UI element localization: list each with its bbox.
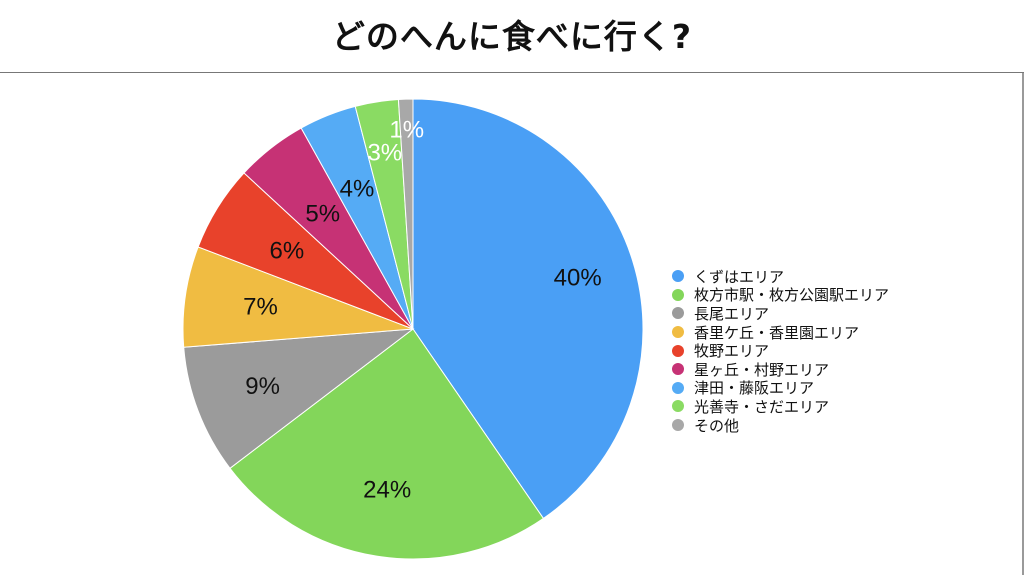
pie-slices (182, 98, 644, 560)
legend-item: 星ヶ丘・村野エリア (672, 360, 889, 379)
legend-swatch (672, 419, 684, 432)
slice-value-label: 40% (554, 264, 602, 291)
legend-swatch (672, 326, 684, 339)
slice-value-label: 1% (389, 117, 424, 144)
legend-label: 星ヶ丘・村野エリア (694, 360, 830, 379)
legend-label: 牧野エリア (694, 342, 770, 361)
slice-value-label: 3% (367, 140, 402, 167)
legend-item: 牧野エリア (672, 341, 889, 360)
legend-label: くずはエリア (694, 267, 785, 286)
slice-value-label: 24% (363, 477, 411, 504)
legend-item: 長尾エリア (672, 304, 889, 323)
pie-slice (182, 246, 414, 348)
legend-label: その他 (694, 416, 740, 435)
legend-swatch (672, 288, 684, 301)
legend-item: 津田・藤阪エリア (672, 379, 889, 398)
legend-swatch (672, 270, 684, 283)
legend-swatch (672, 307, 684, 320)
pie-labels: 40% 24% 9% 7% 6%5%4% 3%1% (243, 117, 602, 504)
slice-value-label: 5% (305, 201, 340, 228)
legend-item: 枚方市駅・枚方公園駅エリア (672, 286, 890, 305)
slice-value-label: 9% (245, 373, 280, 400)
legend-item: その他 (672, 416, 889, 435)
legend-item: 光善寺・さだエリア (672, 397, 889, 416)
right-edge-line (1022, 73, 1024, 575)
legend-swatch (672, 381, 684, 394)
legend-item: 香里ケ丘・香里園エリア (672, 323, 889, 342)
slice-value-label: 7% (243, 294, 278, 321)
title-divider (0, 72, 1024, 73)
pie-slice (397, 98, 414, 330)
legend-swatch (672, 363, 684, 376)
legend-label: 長尾エリア (694, 304, 770, 323)
legend-label: 香里ケ丘・香里園エリア (694, 323, 860, 342)
legend-swatch (672, 400, 684, 413)
chart-title: どのへんに食べに行く? (331, 17, 693, 56)
pie-slice (183, 328, 415, 469)
legend-swatch (672, 344, 684, 357)
legend-label: 津田・藤阪エリア (694, 379, 815, 398)
pie-slice (229, 328, 545, 560)
legend-label: 枚方市駅・枚方公園駅エリア (694, 286, 890, 305)
legend: くずはエリア 枚方市駅・枚方公園駅エリア 長尾エリア 香里ケ丘・香里園エリア 牧野エリア… (672, 267, 890, 435)
slice-value-label: 6% (270, 237, 305, 264)
pie-slice (412, 98, 644, 520)
slice-value-label: 4% (340, 176, 375, 203)
legend-item: くずはエリア (672, 267, 889, 286)
legend-label: 光善寺・さだエリア (694, 397, 830, 416)
